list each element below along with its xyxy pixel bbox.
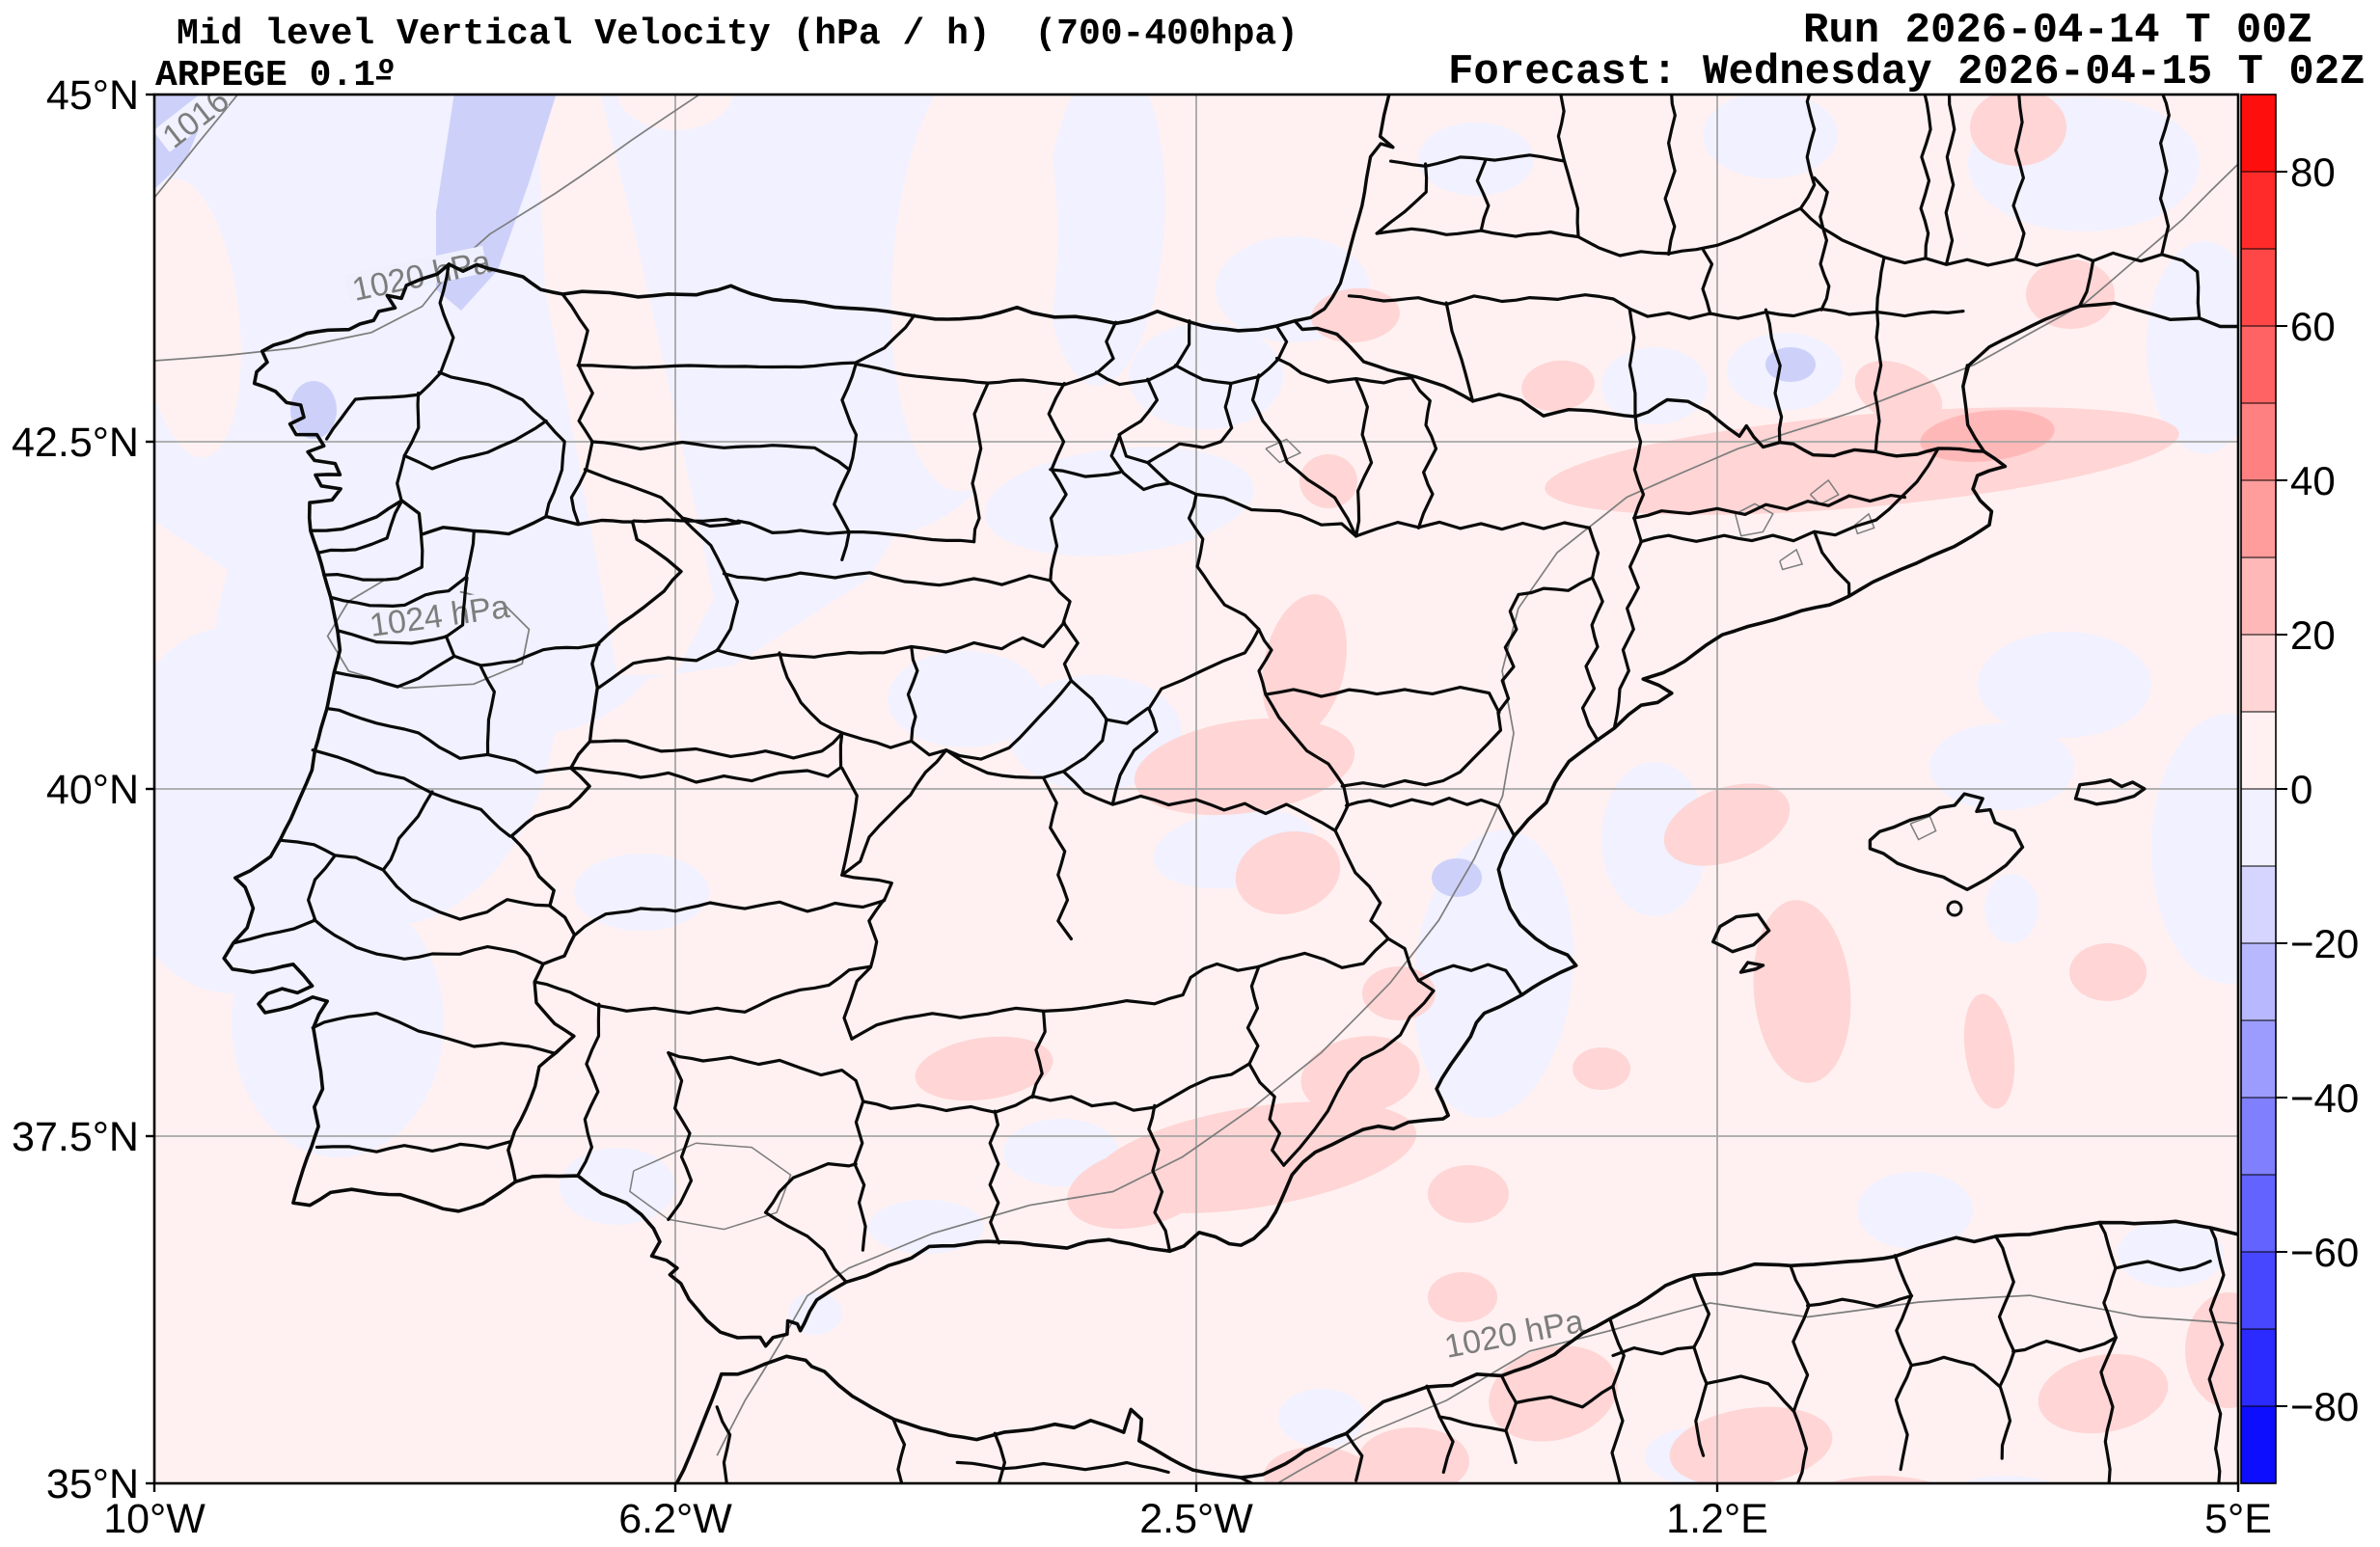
svg-text:20: 20: [2290, 612, 2336, 658]
svg-text:Mid level Vertical Velocity (h: Mid level Vertical Velocity (hPa / h) (7…: [177, 14, 1299, 55]
svg-text:42.5°N: 42.5°N: [12, 420, 139, 466]
svg-text:80: 80: [2290, 149, 2336, 195]
svg-text:ARPEGE 0.1º: ARPEGE 0.1º: [155, 55, 397, 96]
svg-text:−20: −20: [2290, 921, 2359, 966]
svg-text:Forecast: Wednesday 2026-04-15: Forecast: Wednesday 2026-04-15 T 02Z: [1448, 48, 2366, 96]
svg-text:10°W: 10°W: [103, 1496, 205, 1542]
svg-text:6.2°W: 6.2°W: [618, 1496, 732, 1542]
svg-text:5°E: 5°E: [2204, 1496, 2272, 1542]
svg-text:2.5°W: 2.5°W: [1139, 1496, 1253, 1542]
svg-text:60: 60: [2290, 304, 2336, 349]
svg-text:Run 2026-04-14 T 00Z: Run 2026-04-14 T 00Z: [1803, 7, 2312, 55]
svg-text:40°N: 40°N: [46, 767, 139, 813]
svg-text:0: 0: [2290, 767, 2312, 812]
svg-text:−60: −60: [2290, 1230, 2359, 1275]
svg-text:45°N: 45°N: [46, 72, 139, 119]
svg-text:−80: −80: [2290, 1384, 2359, 1429]
svg-text:1.2°E: 1.2°E: [1666, 1496, 1768, 1542]
svg-text:37.5°N: 37.5°N: [12, 1114, 139, 1160]
svg-text:35°N: 35°N: [46, 1461, 139, 1507]
svg-text:40: 40: [2290, 458, 2336, 503]
svg-text:−40: −40: [2290, 1075, 2359, 1121]
